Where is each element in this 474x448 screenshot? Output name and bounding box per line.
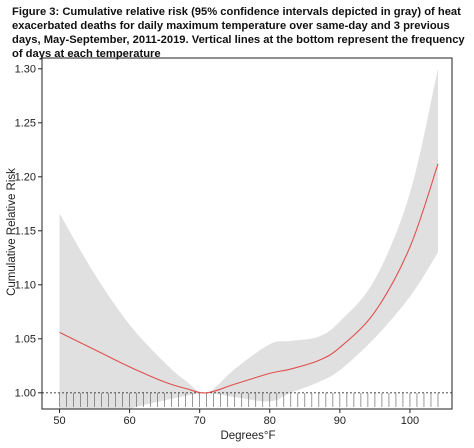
ci-band <box>59 68 438 409</box>
x-tick-label: 80 <box>264 415 276 427</box>
y-tick-label: 1.05 <box>15 334 36 346</box>
figure-caption: Figure 3: Cumulative relative risk (95% … <box>12 6 465 60</box>
plot-border <box>41 57 453 410</box>
plot-inner <box>42 68 452 409</box>
plot-area: 50 60 70 80 90 100 1.00 1.05 1.10 1.15 1.20 1.25 1.3… <box>15 57 453 427</box>
x-tick-label: 90 <box>334 415 346 427</box>
y-tick-label: 1.25 <box>15 118 36 130</box>
y-tick-label: 1.30 <box>15 64 36 76</box>
estimate-line <box>59 163 439 394</box>
y-axis-title: Cumulative Relative Risk <box>6 168 18 296</box>
x-tick-label: 70 <box>194 415 206 427</box>
x-tick-label: 60 <box>123 415 135 427</box>
y-tick-label: 1.10 <box>15 280 36 292</box>
x-axis-title: Degrees°F <box>220 430 275 442</box>
x-tick-label: 100 <box>401 415 419 427</box>
y-tick-label: 1.15 <box>15 226 36 238</box>
x-tick-label: 50 <box>53 415 65 427</box>
y-tick-label: 1.20 <box>15 172 36 184</box>
y-tick-label: 1.00 <box>15 388 36 400</box>
